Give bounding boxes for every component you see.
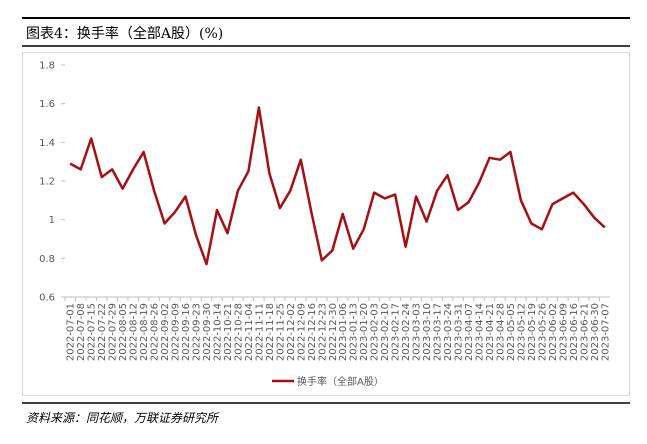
- x-tick-label: 2023-02-17: [391, 303, 402, 361]
- x-tick-label: 2023-05-05: [506, 303, 517, 361]
- x-tick-label: 2022-08-05: [118, 303, 129, 361]
- x-tick-label: 2023-03-10: [422, 303, 433, 361]
- x-tick-label: 2022-12-02: [286, 303, 297, 361]
- x-tick-label: 2022-09-30: [202, 303, 213, 361]
- x-tick-label: 2022-08-12: [129, 303, 140, 361]
- x-tick-label: 2023-07-07: [600, 303, 611, 361]
- x-tick-label: 2023-06-21: [579, 303, 590, 361]
- y-tick-label: 1.2: [39, 177, 55, 188]
- x-tick-label: 2022-07-01: [66, 303, 77, 361]
- x-tick-label: 2023-02-10: [380, 303, 391, 361]
- x-tick-label: 2023-05-12: [516, 303, 527, 361]
- x-tick-label: 2023-03-31: [454, 303, 465, 361]
- x-tick-label: 2023-02-03: [370, 303, 381, 361]
- x-tick-label: 2022-10-28: [233, 303, 244, 361]
- x-tick-label: 2023-01-20: [359, 303, 370, 361]
- x-tick-label: 2023-06-16: [569, 303, 580, 361]
- x-tick-label: 2023-05-19: [527, 303, 538, 361]
- x-tick-label: 2022-12-30: [328, 303, 339, 361]
- x-tick-label: 2023-01-06: [338, 303, 349, 361]
- x-tick-label: 2022-11-11: [254, 303, 265, 361]
- x-tick-label: 2022-11-25: [275, 303, 286, 361]
- x-tick-label: 2022-09-23: [192, 303, 203, 361]
- y-tick-label: 0.6: [39, 293, 55, 304]
- x-tick-label: 2022-12-16: [307, 303, 318, 361]
- x-tick-label: 2022-10-14: [212, 303, 223, 361]
- x-tick-label: 2022-11-04: [244, 303, 255, 361]
- y-tick-label: 1: [49, 215, 55, 226]
- x-tick-label: 2023-04-28: [495, 303, 506, 361]
- x-tick-label: 2022-07-08: [76, 303, 87, 361]
- x-tick-label: 2022-07-29: [108, 303, 119, 361]
- x-tick-label: 2022-10-21: [223, 303, 234, 361]
- x-tick-label: 2023-03-24: [443, 303, 454, 361]
- x-tick-label: 2022-09-02: [160, 303, 171, 361]
- x-tick-label: 2022-08-26: [150, 303, 161, 361]
- x-tick-label: 2022-07-22: [97, 303, 108, 361]
- x-tick-label: 2022-09-09: [171, 303, 182, 361]
- x-tick-label: 2023-04-14: [474, 303, 485, 361]
- series-line: [69, 106, 606, 266]
- x-tick-label: 2023-02-24: [401, 303, 412, 361]
- x-tick-label: 2022-08-19: [139, 303, 150, 361]
- x-tick-label: 2022-09-16: [181, 303, 192, 361]
- y-tick-label: 1.4: [39, 138, 55, 149]
- x-tick-label: 2022-12-09: [296, 303, 307, 361]
- x-tick-label: 2023-05-26: [537, 303, 548, 361]
- y-tick-label: 0.8: [39, 254, 55, 265]
- chart-frame: [22, 52, 630, 396]
- x-tick-label: 2023-03-03: [412, 303, 423, 361]
- x-tick-label: 2023-06-02: [548, 303, 559, 361]
- x-tick-label: 2022-11-18: [265, 303, 276, 361]
- y-tick-label: 1.6: [39, 99, 55, 110]
- x-tick-label: 2022-07-15: [87, 303, 98, 361]
- x-tick-label: 2023-04-21: [485, 303, 496, 361]
- figure-title: 图表4：换手率（全部A股）(%): [26, 25, 223, 42]
- source-note: 资料来源：同花顺，万联证券研究所: [26, 411, 220, 425]
- x-tick-label: 2022-12-23: [317, 303, 328, 361]
- x-tick-label: 2023-06-30: [590, 303, 601, 361]
- x-tick-label: 2023-01-13: [349, 303, 360, 361]
- y-tick-label: 1.8: [39, 61, 55, 72]
- x-tick-label: 2023-06-09: [558, 303, 569, 361]
- legend-label: 换手率（全部A股）: [297, 375, 384, 388]
- x-tick-label: 2023-03-17: [433, 303, 444, 361]
- x-tick-label: 2023-04-07: [464, 303, 475, 361]
